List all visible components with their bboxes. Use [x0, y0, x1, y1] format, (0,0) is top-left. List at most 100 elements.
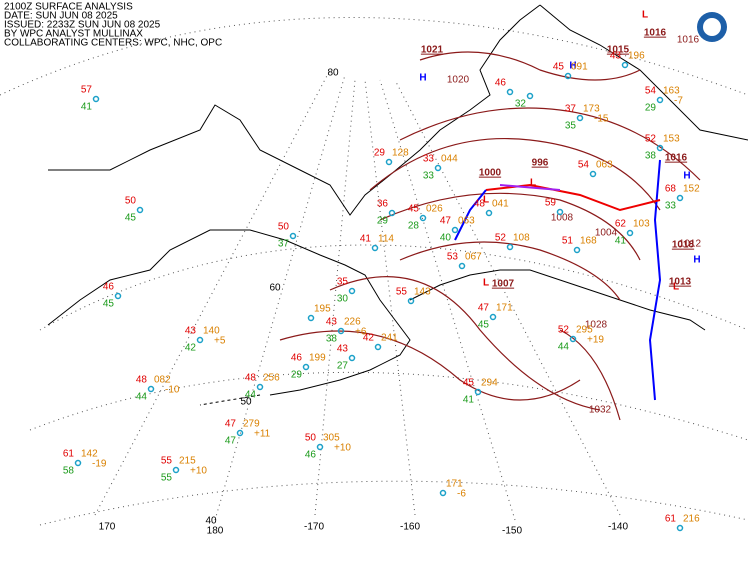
noaa-logo [697, 12, 727, 42]
temperature: 46 [495, 78, 507, 89]
pressure: 256 [263, 373, 280, 384]
pressure: 142 [81, 449, 98, 460]
station [576, 114, 584, 122]
station [419, 214, 427, 222]
center-pressure: 1021 [421, 45, 444, 56]
center-pressure: 1007 [492, 279, 515, 290]
pressure: 026 [426, 204, 443, 215]
pressure: 140 [203, 326, 220, 337]
temperature: 48 [136, 375, 148, 386]
station [573, 246, 581, 254]
pressure-center: H [419, 73, 426, 84]
center-pressure: 1016 [644, 28, 667, 39]
dewpoint: 42 [185, 343, 197, 354]
temperature: 61 [665, 514, 677, 525]
pressure: 295 [576, 325, 593, 336]
dewpoint: 55 [161, 473, 173, 484]
station [92, 95, 100, 103]
station [307, 314, 315, 322]
temperature: 37 [565, 104, 577, 115]
pressure: 082 [154, 375, 171, 386]
pressure: 067 [465, 252, 482, 263]
station [656, 96, 664, 104]
station [348, 287, 356, 295]
pressure: 114 [378, 234, 394, 245]
station [458, 262, 466, 270]
pressure: 305 [323, 433, 340, 444]
temperature: 55 [161, 456, 173, 467]
temperature: 33 [423, 154, 435, 165]
isobar [329, 276, 601, 411]
temperature: 52 [558, 325, 570, 336]
station [506, 243, 514, 251]
temperature: 41 [360, 234, 372, 245]
pressure: 108 [513, 233, 530, 244]
dewpoint: 27 [337, 361, 349, 372]
dewpoint: 41 [81, 102, 93, 113]
pressure: 103 [633, 219, 650, 230]
isobar [379, 192, 641, 261]
dewpoint: 45 [478, 320, 490, 331]
dewpoint: 41 [463, 395, 475, 406]
dewpoint: 37 [278, 239, 290, 250]
temperature: 43 [185, 326, 197, 337]
center-pressure: 996 [532, 158, 549, 169]
dewpoint: 29 [645, 103, 657, 114]
graticule-label: -170 [304, 522, 324, 533]
station [348, 354, 356, 362]
pressure-center: L [642, 10, 648, 21]
temperature: 45 [408, 204, 420, 215]
pressure: 171 [496, 303, 513, 314]
station [236, 429, 244, 437]
temperature: 43 [326, 317, 338, 328]
station [337, 327, 345, 335]
pressure-tendency: -15 [594, 114, 609, 125]
station [489, 313, 497, 321]
lat-line [29, 371, 748, 441]
dewpoint: 28 [408, 221, 420, 232]
dewpoint: 45 [103, 299, 115, 310]
graticule-label: -150 [502, 526, 522, 537]
dewpoint: 44 [136, 392, 148, 403]
dewpoint: 44 [558, 342, 570, 353]
header-line: ISSUED: 2233Z SUN JUN 08 2025 [4, 20, 161, 31]
graticule-label: 180 [207, 526, 224, 537]
pressure-center: L [483, 278, 489, 289]
dewpoint: 29 [291, 370, 303, 381]
pressure-center: L [530, 178, 536, 189]
pressure-tendency: +19 [587, 335, 604, 346]
station [451, 226, 459, 234]
isobar [419, 51, 641, 81]
graticule-label: -160 [400, 522, 420, 533]
temperature: 51 [562, 236, 574, 247]
station [74, 459, 82, 467]
dewpoint: 47 [225, 436, 237, 447]
header-line: DATE: SUN JUN 08 2025 [4, 11, 118, 22]
pressure-tendency: -19 [92, 459, 107, 470]
station [556, 208, 564, 216]
temperature: 47 [225, 419, 237, 430]
pressure: 215 [179, 456, 196, 467]
temperature: 61 [63, 449, 75, 460]
isobars [279, 51, 701, 421]
temperature: 57 [81, 85, 93, 96]
temperature: 48 [245, 373, 257, 384]
station [676, 194, 684, 202]
pressure-tendency: +11 [254, 429, 271, 440]
lat-line [39, 480, 748, 526]
lon-line [379, 79, 516, 521]
center-pressure: 1013 [669, 277, 692, 288]
temperature: 52 [495, 233, 507, 244]
isobar-label: 1032 [589, 405, 612, 416]
isobar-label: 1012 [679, 239, 702, 250]
pressure-tendency: +5 [214, 336, 226, 347]
pressure-tendency: +6 [355, 327, 367, 338]
pressure: 279 [243, 419, 260, 430]
dewpoint: 32 [515, 99, 527, 110]
temperature: 46 [103, 282, 115, 293]
isobar [279, 330, 581, 401]
station [114, 292, 122, 300]
pressure: 041 [492, 199, 509, 210]
station [256, 383, 264, 391]
